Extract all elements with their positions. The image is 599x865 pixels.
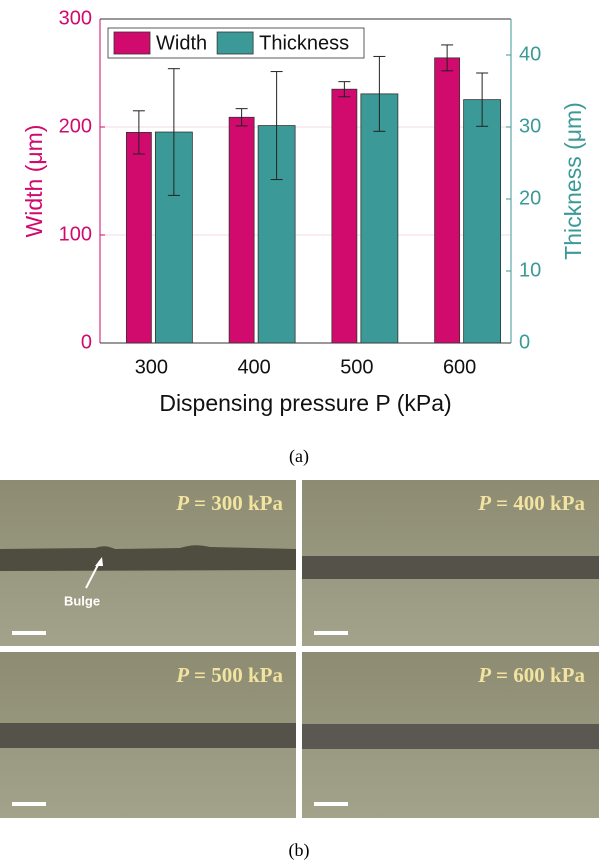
y2-axis-label: Thickness (μm)	[560, 102, 586, 260]
x-tick-label: 300	[135, 356, 168, 378]
y2-tick-label: 0	[519, 331, 530, 353]
y2-tick-label: 10	[519, 259, 541, 281]
y-tick-label: 0	[81, 331, 92, 353]
y-axis-label: Width (μm)	[21, 125, 47, 238]
bar	[332, 89, 357, 343]
caption-a: (a)	[289, 446, 309, 467]
scale-bar	[12, 631, 46, 635]
panel-value: = 400 kPa	[496, 491, 585, 515]
x-axis-label: Dispensing pressure P (kPa)	[159, 390, 451, 416]
panel-value: = 500 kPa	[194, 663, 283, 687]
x-tick-label: 400	[237, 356, 270, 378]
y2-tick-label: 20	[519, 187, 541, 209]
legend-swatch	[114, 32, 150, 54]
micrograph-panels: Bulge	[0, 480, 599, 818]
panel-variable: P	[477, 491, 491, 515]
y-tick-label: 100	[59, 223, 92, 245]
printed-line	[0, 545, 296, 571]
panel-variable: P	[175, 491, 189, 515]
y-tick-label: 300	[59, 7, 92, 29]
scale-bar	[314, 631, 348, 635]
bar	[435, 58, 460, 343]
annotation: Bulge	[64, 593, 100, 608]
panel-value: = 300 kPa	[194, 491, 283, 515]
panel-variable: P	[175, 663, 189, 687]
x-tick-label: 500	[340, 356, 373, 378]
legend: Width Thickness	[108, 28, 364, 58]
caption-b: (b)	[289, 840, 310, 861]
printed-line	[302, 724, 599, 749]
printed-line	[0, 723, 296, 748]
printed-line	[302, 556, 599, 579]
y2-tick-label: 30	[519, 115, 541, 137]
y2-tick-label: 40	[519, 43, 541, 65]
y-tick-label: 200	[59, 115, 92, 137]
panel-value: = 600 kPa	[496, 663, 585, 687]
scale-bar	[314, 802, 348, 806]
panel-variable: P	[477, 663, 491, 687]
legend-label: Width	[156, 32, 207, 54]
bar	[464, 100, 501, 343]
x-tick-label: 600	[443, 356, 476, 378]
bar	[229, 117, 254, 343]
legend-swatch	[217, 32, 253, 54]
bar	[126, 132, 151, 343]
scale-bar	[12, 802, 46, 806]
figure: (a) (b) Bulge 0 100 200 300 0 10 20 30 40 300 400 5…	[0, 0, 599, 865]
legend-label: Thickness	[259, 32, 349, 54]
